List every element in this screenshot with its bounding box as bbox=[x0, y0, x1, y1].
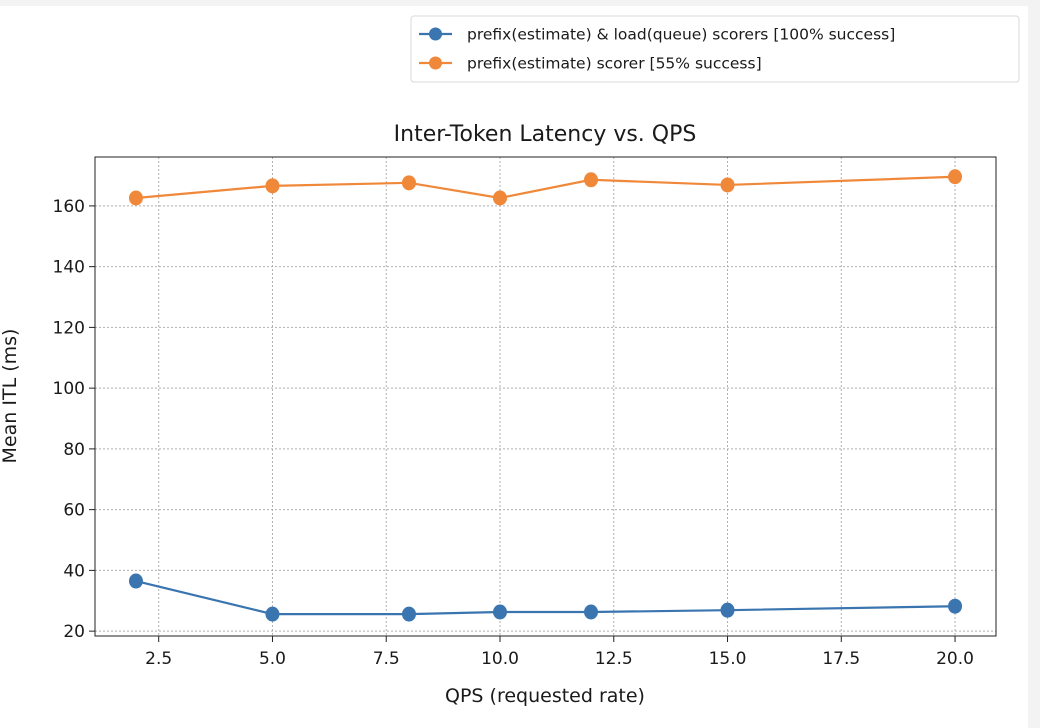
legend-label: prefix(estimate) scorer [55% success] bbox=[467, 55, 762, 73]
legend-label: prefix(estimate) & load(queue) scorers [… bbox=[467, 26, 895, 44]
plot-frame bbox=[94, 156, 997, 637]
y-tick-label: 120 bbox=[53, 318, 85, 338]
x-tick-label: 12.5 bbox=[595, 649, 633, 669]
data-point bbox=[128, 190, 143, 206]
legend-box bbox=[410, 15, 1020, 83]
data-point bbox=[492, 190, 507, 206]
legend-marker bbox=[429, 56, 442, 70]
series-1 bbox=[128, 169, 963, 206]
data-point bbox=[720, 177, 735, 193]
grid bbox=[95, 157, 996, 636]
data-point bbox=[401, 606, 416, 622]
data-point bbox=[948, 169, 963, 185]
data-point bbox=[128, 573, 143, 589]
x-tick-label: 2.5 bbox=[145, 649, 172, 669]
series-line bbox=[135, 175, 956, 200]
legend: prefix(estimate) & load(queue) scorers [… bbox=[410, 15, 1020, 83]
x-tick-label: 10.0 bbox=[481, 649, 519, 669]
chart-title: Inter-Token Latency vs. QPS bbox=[394, 122, 697, 147]
data-point bbox=[401, 175, 416, 191]
series-line bbox=[135, 579, 956, 616]
y-tick-label: 80 bbox=[63, 440, 85, 460]
y-tick-label: 60 bbox=[63, 501, 85, 521]
data-point bbox=[584, 172, 599, 188]
series-0 bbox=[128, 573, 963, 622]
x-tick-label: 15.0 bbox=[709, 649, 747, 669]
data-point bbox=[720, 602, 735, 618]
x-tick-label: 7.5 bbox=[373, 649, 400, 669]
data-point bbox=[584, 604, 599, 620]
y-axis-label: Mean ITL (ms) bbox=[0, 329, 21, 464]
y-tick-label: 160 bbox=[53, 197, 85, 217]
y-tick-label: 20 bbox=[63, 622, 85, 642]
y-tick-label: 140 bbox=[53, 258, 85, 278]
data-point bbox=[492, 604, 507, 620]
x-axis-label: QPS (requested rate) bbox=[445, 685, 645, 707]
x-tick-label: 17.5 bbox=[822, 649, 860, 669]
legend-marker bbox=[429, 27, 442, 41]
data-point bbox=[265, 606, 280, 622]
x-tick-label: 20.0 bbox=[936, 649, 974, 669]
data-point bbox=[948, 598, 963, 614]
y-tick-label: 100 bbox=[53, 379, 85, 399]
x-tick-label: 5.0 bbox=[259, 649, 286, 669]
data-point bbox=[265, 178, 280, 194]
y-tick-label: 40 bbox=[63, 561, 85, 581]
